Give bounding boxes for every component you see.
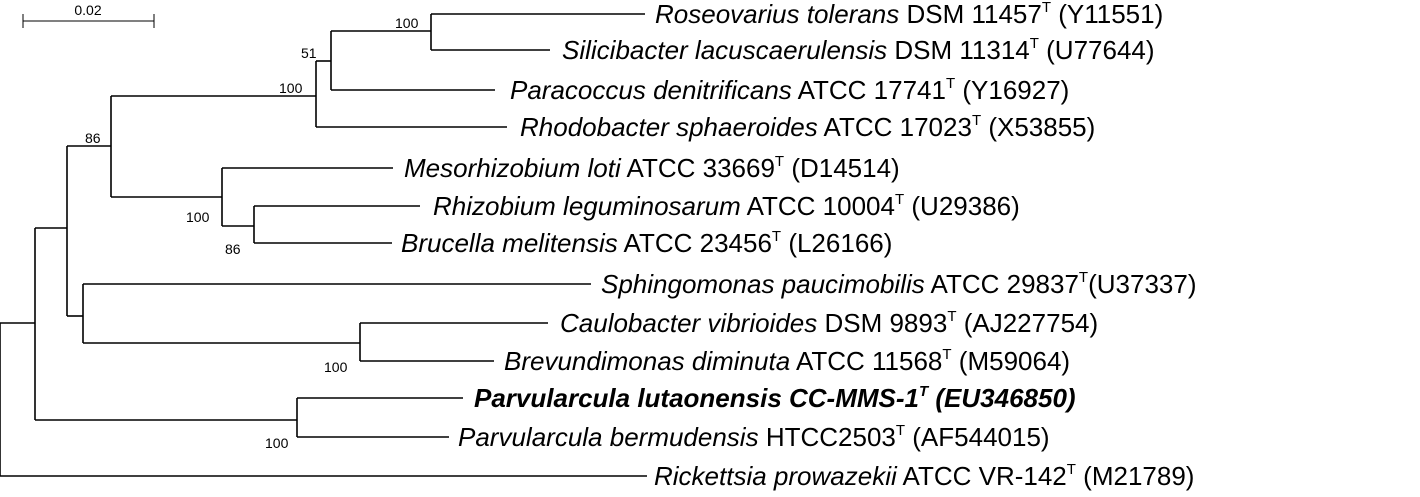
taxon-strain: ATCC 33669: [621, 153, 775, 183]
taxon-label-mesorhizobium: Mesorhizobium loti ATCC 33669T (D14514): [404, 153, 900, 183]
taxon-strain: ATCC VR-142: [897, 461, 1067, 491]
taxon-label-brucella: Brucella melitensis ATCC 23456T (L26166): [401, 228, 892, 258]
taxon-name: Silicibacter lacuscaerulensis: [562, 35, 887, 65]
taxon-strain: HTCC2503: [759, 422, 896, 452]
type-strain-mark: T: [896, 422, 905, 439]
taxon-label-rhizobium: Rhizobium leguminosarum ATCC 10004T (U29…: [433, 191, 1020, 221]
taxon-accession: (M59064): [952, 346, 1071, 376]
taxon-strain: DSM 11457: [899, 0, 1042, 29]
type-strain-mark: T: [942, 346, 951, 363]
scale-bar-label: 0.02: [74, 2, 101, 18]
bootstrap-label: 100: [395, 15, 419, 31]
taxon-name: Paracoccus denitrificans: [510, 75, 792, 105]
taxon-strain: ATCC 11568: [790, 346, 942, 376]
taxon-name: Rhizobium leguminosarum: [433, 191, 741, 221]
type-strain-mark: T: [895, 191, 904, 208]
type-strain-mark: T: [919, 383, 930, 400]
taxon-label-silicibacter: Silicibacter lacuscaerulensis DSM 11314T…: [562, 35, 1155, 65]
type-strain-mark: T: [772, 228, 781, 245]
taxon-accession: (U37337): [1088, 269, 1196, 299]
taxon-accession: (Y11551): [1051, 0, 1163, 29]
taxon-accession: (U77644): [1039, 35, 1155, 65]
taxon-accession: (L26166): [781, 228, 892, 258]
type-strain-mark: T: [1067, 461, 1076, 478]
taxon-name: Rhodobacter sphaeroides: [520, 112, 818, 142]
taxon-name: Parvularcula bermudensis: [458, 422, 759, 452]
taxon-label-roseovarius: Roseovarius tolerans DSM 11457T (Y11551): [655, 0, 1163, 29]
type-strain-mark: T: [946, 75, 955, 92]
taxon-labels: Roseovarius tolerans DSM 11457T (Y11551)…: [401, 0, 1197, 491]
taxon-label-parvularcula-lutaonensis: Parvularcula lutaonensis CC-MMS-1T (EU34…: [474, 383, 1076, 413]
taxon-name: Sphingomonas paucimobilis: [601, 269, 925, 299]
taxon-name: Brevundimonas diminuta: [504, 346, 790, 376]
scale-bar: 0.02: [22, 2, 155, 28]
taxon-label-brevundimonas: Brevundimonas diminuta ATCC 11568T (M590…: [504, 346, 1070, 376]
bootstrap-label: 100: [324, 359, 348, 375]
taxon-accession: (M21789): [1076, 461, 1195, 491]
bootstrap-values: 100 51 100 86 100 86 100 100: [85, 15, 419, 451]
taxon-accession: (AF544015): [905, 422, 1050, 452]
taxon-strain: ATCC 17741: [792, 75, 946, 105]
taxon-strain: DSM 11314: [887, 35, 1030, 65]
taxon-label-rhodobacter: Rhodobacter sphaeroides ATCC 17023T (X53…: [520, 112, 1095, 142]
taxon-label-paracoccus: Paracoccus denitrificans ATCC 17741T (Y1…: [510, 75, 1069, 105]
taxon-name: Parvularcula lutaonensis CC-MMS-1: [474, 383, 919, 413]
bootstrap-label: 51: [301, 45, 317, 61]
bootstrap-label: 100: [186, 209, 210, 225]
type-strain-mark: T: [947, 308, 956, 325]
type-strain-mark: T: [972, 112, 981, 129]
taxon-accession: (U29386): [904, 191, 1020, 221]
taxon-accession: (X53855): [981, 112, 1095, 142]
taxon-strain: ATCC 10004: [741, 191, 895, 221]
bootstrap-label: 86: [225, 241, 241, 257]
taxon-accession: (Y16927): [955, 75, 1069, 105]
taxon-label-rickettsia: Rickettsia prowazekii ATCC VR-142T (M217…: [654, 461, 1194, 491]
type-strain-mark: T: [1079, 269, 1088, 286]
taxon-label-caulobacter: Caulobacter vibrioides DSM 9893T (AJ2277…: [560, 308, 1098, 338]
type-strain-mark: T: [1030, 35, 1039, 52]
taxon-name: Roseovarius tolerans: [655, 0, 899, 29]
taxon-name: Caulobacter vibrioides: [560, 308, 817, 338]
taxon-strain: ATCC 17023: [818, 112, 972, 142]
taxon-strain: DSM 9893: [817, 308, 947, 338]
taxon-label-sphingomonas: Sphingomonas paucimobilis ATCC 29837T(U3…: [601, 269, 1197, 299]
taxon-strain: ATCC 29837: [925, 269, 1079, 299]
bootstrap-label: 86: [85, 130, 101, 146]
taxon-name: Rickettsia prowazekii: [654, 461, 898, 491]
bootstrap-label: 100: [279, 80, 303, 96]
taxon-label-parvularcula-bermudensis: Parvularcula bermudensis HTCC2503T (AF54…: [458, 422, 1050, 452]
bootstrap-label: 100: [265, 435, 289, 451]
taxon-accession: (EU346850): [928, 383, 1075, 413]
type-strain-mark: T: [775, 153, 784, 170]
taxon-name: Mesorhizobium loti: [404, 153, 622, 183]
taxon-name: Brucella melitensis: [401, 228, 618, 258]
taxon-strain: ATCC 23456: [618, 228, 772, 258]
taxon-accession: (D14514): [784, 153, 900, 183]
branches: [0, 13, 647, 477]
taxon-accession: (AJ227754): [957, 308, 1099, 338]
type-strain-mark: T: [1042, 0, 1051, 16]
